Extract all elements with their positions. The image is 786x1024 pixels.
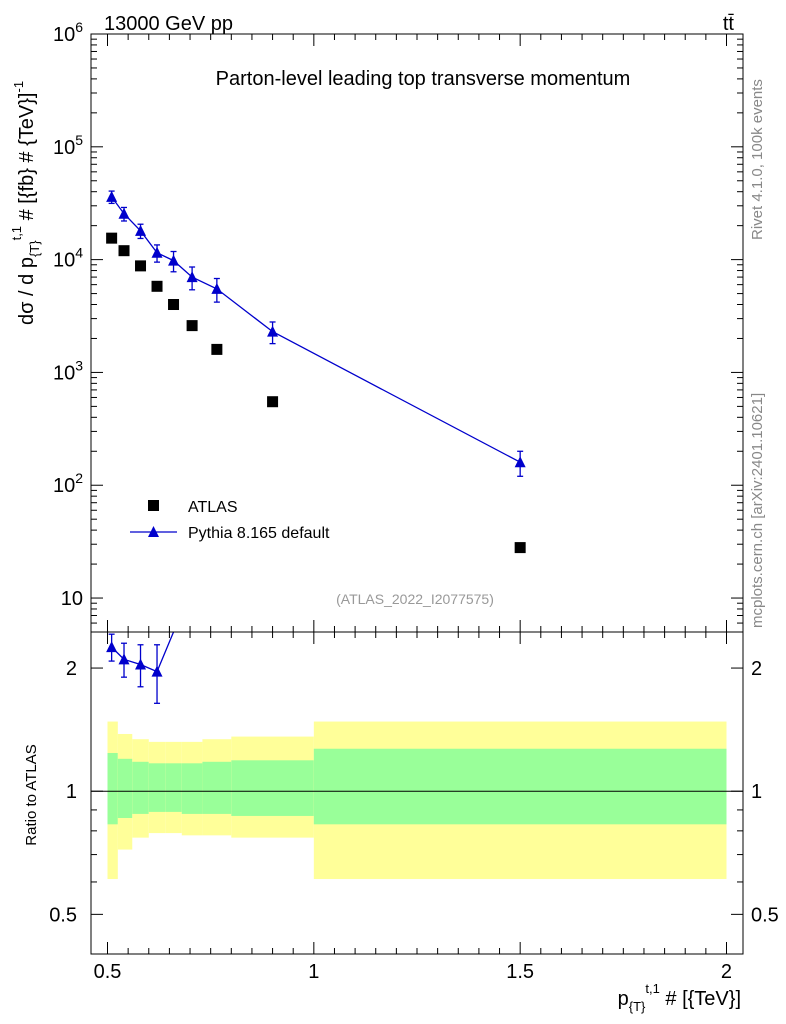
main-y-tick-label: 103 <box>53 357 83 384</box>
ratio-point <box>135 658 147 670</box>
main-y-tick-label: 102 <box>53 470 83 497</box>
inner-band-segment <box>132 761 149 814</box>
ratio-y-tick-label: 1 <box>66 781 77 803</box>
atlas-point <box>211 343 223 355</box>
x-axis-label: p{T}t,1 # [{TeV}] <box>618 981 741 1014</box>
ratio-y-tick-label-right: 2 <box>751 658 762 680</box>
main-panel: Parton-level leading top transverse mome… <box>9 19 744 633</box>
ratio-point <box>106 641 118 653</box>
inner-band-segment <box>313 748 727 825</box>
main-y-tick-label: 10 <box>61 588 83 610</box>
atlas-point <box>151 280 163 292</box>
inner-band-segment <box>117 758 133 819</box>
main-data-marks <box>106 190 526 554</box>
atlas-point <box>118 245 130 257</box>
x-tick-label: 2 <box>721 961 732 983</box>
x-tick-label: 1.5 <box>506 961 534 983</box>
atlas-point <box>186 320 198 332</box>
atlas-point <box>267 396 279 408</box>
energy-label: 13000 GeV pp <box>104 13 233 35</box>
ratio-point <box>118 653 130 665</box>
legend-pythia-label: Pythia 8.165 default <box>188 525 330 542</box>
pythia-point <box>168 254 180 266</box>
main-y-tick-label: 105 <box>53 132 83 159</box>
inner-band-segment <box>181 763 203 814</box>
pythia-point <box>118 207 130 219</box>
ratio-point <box>151 665 163 677</box>
ratio-y-axis-label: Ratio to ATLAS <box>23 744 40 845</box>
inner-band-segment <box>148 763 166 812</box>
inner-band-segment <box>231 760 314 816</box>
atlas-point <box>106 232 118 244</box>
legend-atlas-marker <box>148 500 159 511</box>
atlas-point <box>168 299 180 311</box>
ratio-y-tick-label: 2 <box>66 658 77 680</box>
pythia-point <box>186 271 198 283</box>
main-title: Parton-level leading top transverse mome… <box>216 68 631 90</box>
atlas-point <box>514 542 526 554</box>
pythia-point <box>135 224 147 236</box>
inner-band-segment <box>165 763 182 812</box>
ratio-y-tick-label: 0.5 <box>49 904 77 926</box>
legend-atlas-label: ATLAS <box>188 499 238 516</box>
ratio-axes: 0.5 0.5 1 1 2 2 0.5 1 1.5 2 <box>49 632 779 983</box>
main-y-tick-label: 104 <box>53 245 83 272</box>
legend: ATLAS Pythia 8.165 default <box>130 499 330 542</box>
ratio-y-tick-label-right: 0.5 <box>751 904 779 926</box>
main-frame <box>90 33 744 633</box>
inner-band-segment <box>202 761 232 814</box>
pythia-point <box>211 282 223 294</box>
main-axes: 10 102 103 104 105 106 <box>53 19 743 633</box>
ratio-panel: 0.5 0.5 1 1 2 2 0.5 1 1.5 2 Ratio to ATLAS p{T}t,… <box>23 631 779 1014</box>
process-label: tt̄ <box>723 13 735 35</box>
mcplots-label: mcplots.cern.ch [arXiv:2401.10621] <box>749 393 766 628</box>
uncertainty-bands <box>107 721 727 880</box>
pythia-point <box>267 325 279 337</box>
atlas-point <box>135 260 147 272</box>
legend-pythia-marker <box>148 526 159 537</box>
ratio-y-tick-label-right: 1 <box>751 781 762 803</box>
main-y-axis-label: dσ / d p{T}t,1 # [{fb} # {TeV}]-1 <box>9 81 42 325</box>
analysis-label: (ATLAS_2022_I2077575) <box>336 591 494 607</box>
pythia-point <box>151 246 163 258</box>
pythia-line <box>111 196 521 463</box>
main-y-tick-label: 106 <box>53 19 83 46</box>
inner-band-segment <box>107 752 118 825</box>
ratio-frame <box>90 631 744 955</box>
pythia-point <box>106 190 118 202</box>
ratio-data-marks <box>106 631 175 704</box>
rivet-label: Rivet 4.1.0, 100k events <box>749 79 766 240</box>
pythia-point <box>514 456 526 468</box>
x-tick-label: 1 <box>308 961 319 983</box>
x-tick-label: 0.5 <box>94 961 122 983</box>
